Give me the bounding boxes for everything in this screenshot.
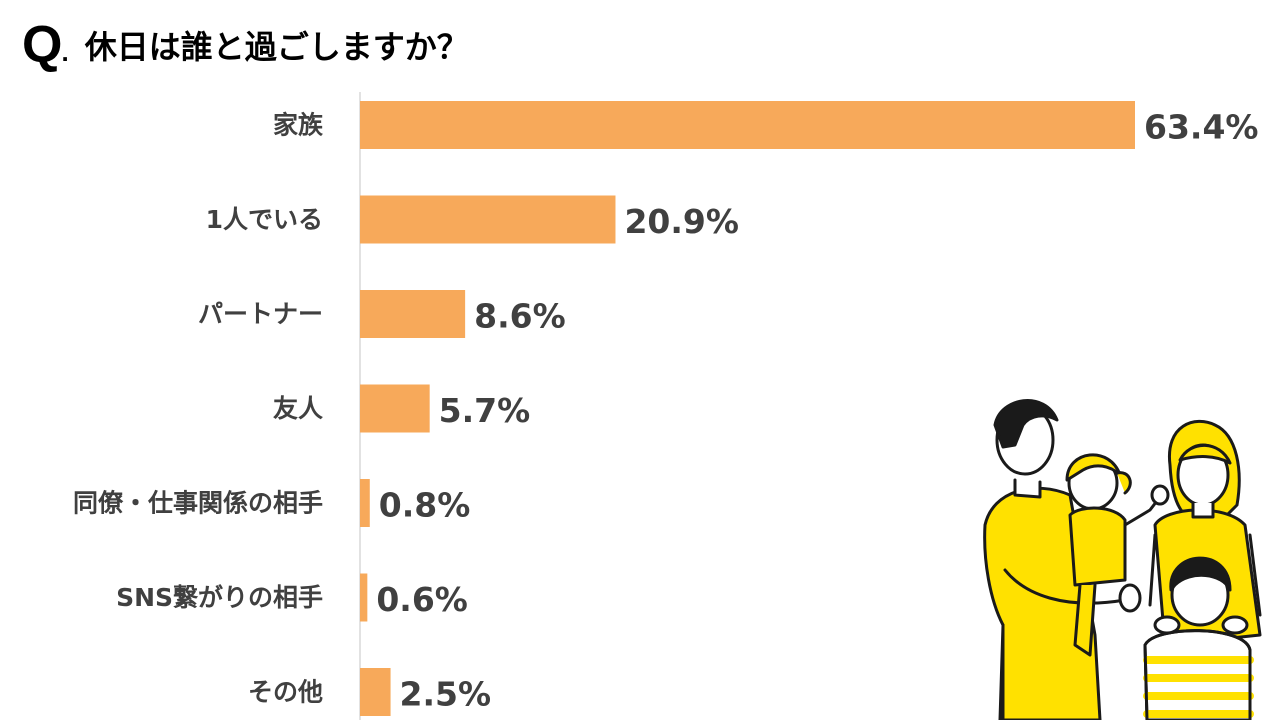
bar-3 — [360, 290, 466, 338]
category-label-1: 家族 — [273, 111, 324, 140]
question-text: 休日は誰と過ごしますか？ — [84, 28, 469, 66]
value-label-1: 63.4% — [1144, 108, 1259, 147]
category-label-5: 同僚・仕事関係の相手 — [73, 489, 323, 518]
category-label-4: 友人 — [273, 394, 323, 423]
bar-2 — [360, 195, 616, 244]
category-label-2: 1人でいる — [206, 205, 323, 234]
category-label-7: その他 — [248, 678, 323, 707]
category-label-3: パートナー — [198, 300, 323, 329]
value-label-7: 2.5% — [400, 675, 492, 714]
bar-6 — [360, 573, 368, 622]
value-label-2: 20.9% — [624, 202, 739, 241]
chart-title: Q . 休日は誰と過ごしますか？ — [22, 10, 469, 80]
bar-7 — [360, 668, 391, 716]
value-label-4: 5.7% — [439, 391, 531, 430]
question-dot: . — [61, 37, 69, 67]
category-label-6: SNS繋がりの相手 — [116, 583, 323, 612]
family-illustration-icon — [983, 399, 1262, 720]
value-label-5: 0.8% — [379, 486, 471, 525]
bar-1 — [360, 101, 1135, 149]
value-label-3: 8.6% — [474, 297, 566, 336]
value-label-6: 0.6% — [376, 580, 468, 619]
bar-4 — [360, 384, 430, 433]
bar-5 — [360, 479, 370, 527]
question-mark-q: Q — [22, 16, 62, 74]
